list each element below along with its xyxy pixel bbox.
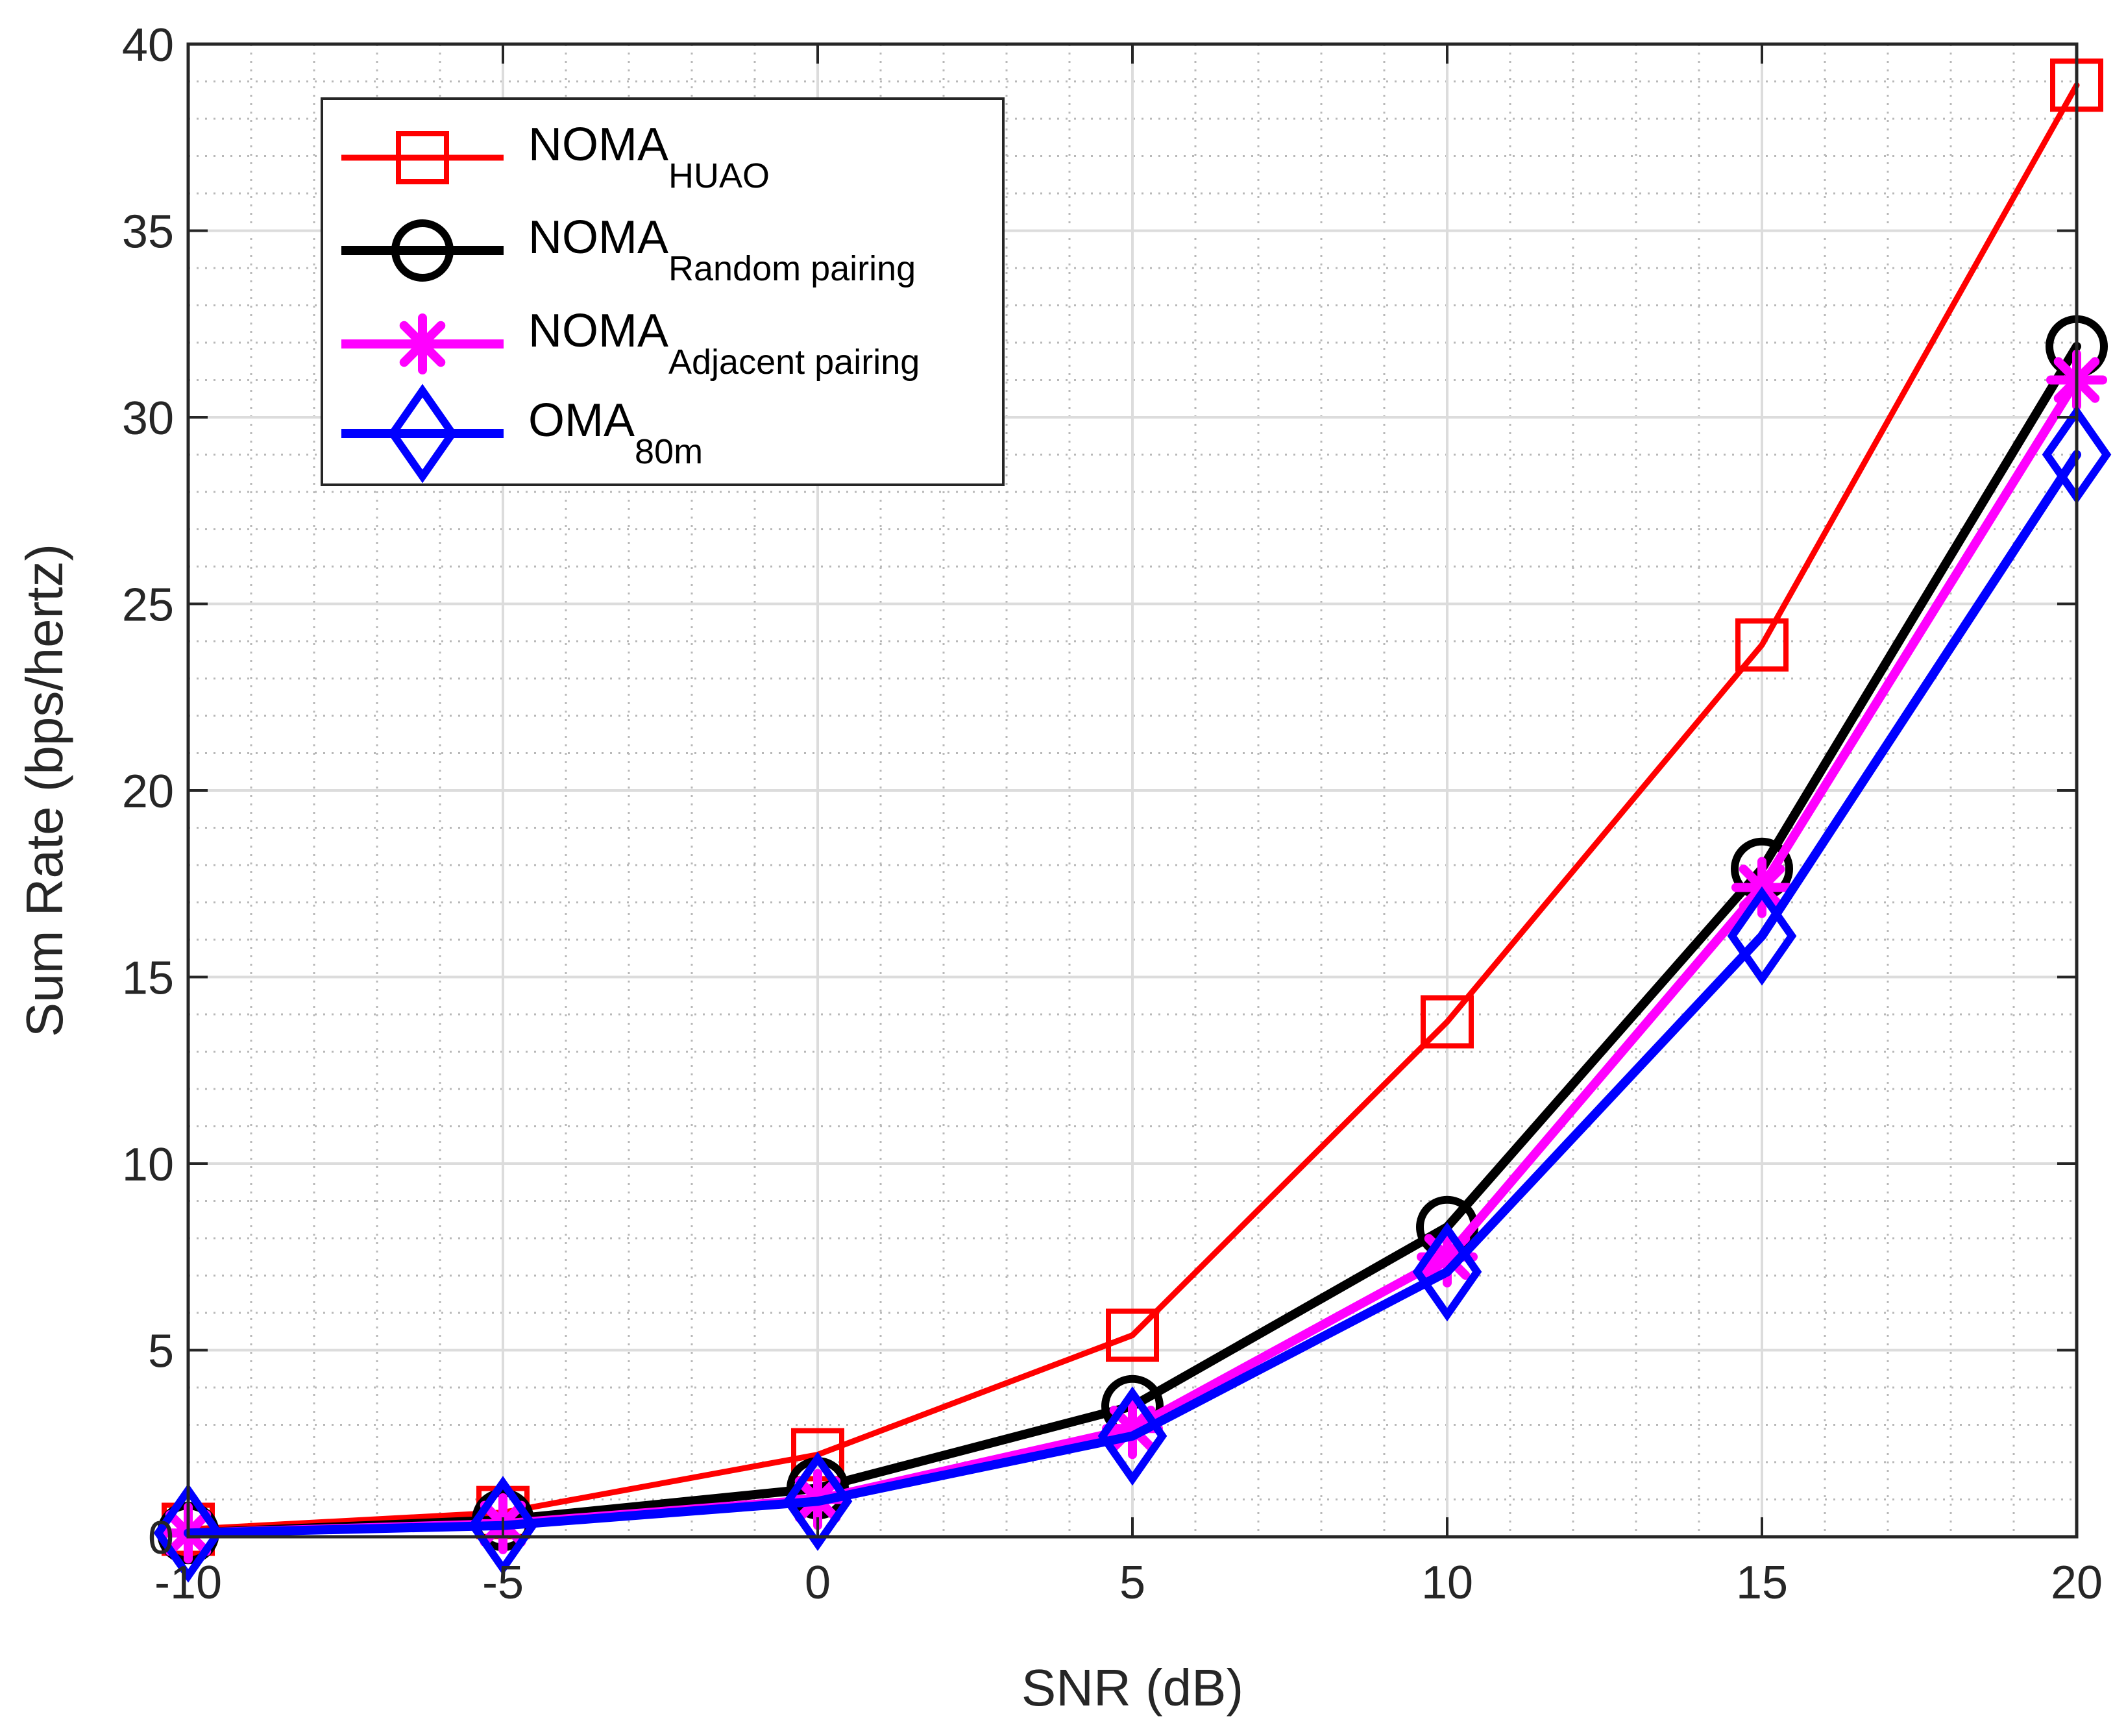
axis-ticks (187, 43, 2078, 1538)
marker-diamond (387, 384, 458, 483)
marker-asterisk-stroke (399, 321, 446, 367)
legend-box (321, 97, 1005, 486)
y-tick-label: 10 (122, 1139, 174, 1191)
y-tick-label: 5 (148, 1326, 174, 1378)
x-tick-label: 10 (1421, 1557, 1473, 1609)
y-tick-label: 30 (122, 393, 174, 445)
marker-circle (391, 219, 454, 282)
marker-square (396, 131, 449, 184)
marker-diamond (468, 1476, 538, 1576)
x-tick-label: 20 (2051, 1557, 2103, 1609)
legend-label-subscript: HUAO (668, 156, 770, 195)
marker-diamond (1412, 1222, 1482, 1322)
x-tick-label: 15 (1736, 1557, 1788, 1609)
legend-label-subscript: 80m (635, 432, 703, 471)
marker-diamond (1097, 1386, 1167, 1486)
y-tick-label: 0 (148, 1512, 174, 1564)
marker-square (1421, 995, 1474, 1049)
y-tick-label: 20 (122, 766, 174, 818)
x-tick-labels: -10 -5 0 5 10 15 20 (154, 1557, 2103, 1609)
legend-label-subscript: Random pairing (668, 249, 916, 288)
marker-diamond (1727, 886, 1797, 986)
marker-square (1106, 1308, 1159, 1362)
marker-diamond (783, 1451, 853, 1551)
y-tick-label: 25 (122, 580, 174, 631)
y-tick-label: 15 (122, 953, 174, 1005)
y-tick-label: 35 (122, 206, 174, 258)
legend-label-subscript: Adjacent pairing (668, 343, 920, 382)
x-tick-label: 0 (805, 1557, 831, 1609)
marker-asterisk (392, 313, 453, 374)
y-axis-title: Sum Rate (bps/hertz) (16, 544, 73, 1037)
marker-diamond (153, 1483, 223, 1583)
x-tick-label: 5 (1119, 1557, 1145, 1609)
x-tick-label: -10 (154, 1557, 222, 1609)
y-tick-label: 40 (122, 19, 174, 71)
marker-square (1735, 618, 1789, 672)
x-axis-title: SNR (dB) (1021, 1659, 1243, 1717)
x-tick-label: -5 (482, 1557, 524, 1609)
y-tick-labels: 0 5 10 15 20 25 30 35 40 (122, 19, 174, 1564)
